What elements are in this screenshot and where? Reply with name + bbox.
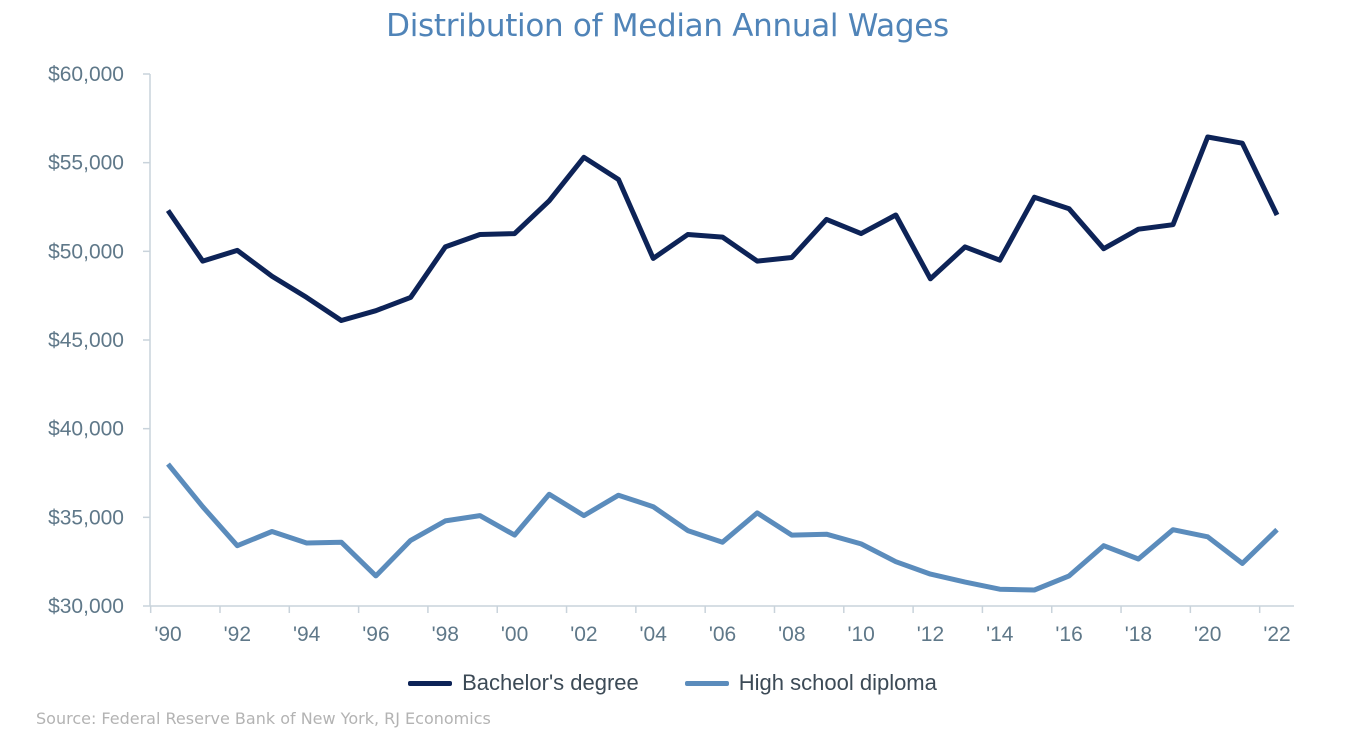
- series-line-1: [165, 134, 1280, 323]
- x-tick-label: '92: [224, 623, 251, 646]
- y-tick-label: $50,000: [48, 240, 124, 263]
- x-tick-label: '20: [1194, 623, 1221, 646]
- y-tick-label: $55,000: [48, 152, 124, 175]
- legend-item-series-2[interactable]: High school diploma: [684, 670, 937, 696]
- x-tick-label: '18: [1125, 623, 1152, 646]
- x-tick-label: '00: [501, 623, 528, 646]
- x-tick-label: '10: [847, 623, 874, 646]
- y-tick-label: $40,000: [48, 418, 124, 441]
- legend: Bachelor's degree High school diploma: [0, 670, 1345, 696]
- x-tick-label: '06: [709, 623, 736, 646]
- x-axis-tick-labels: '90 '92 '94 '96 '98 '00 '02 '04 '06 '08 '10 '12 '14 '…: [154, 623, 1290, 646]
- legend-item-series-1[interactable]: Bachelor's degree: [408, 670, 639, 696]
- x-tick-label: '98: [432, 623, 459, 646]
- x-tick-label: '08: [778, 623, 805, 646]
- legend-label-series-1: Bachelor's degree: [462, 670, 639, 695]
- y-tick-label: $60,000: [48, 63, 124, 86]
- y-tick-label: $35,000: [48, 506, 124, 529]
- chart-title: Distribution of Median Annual Wages: [386, 8, 949, 44]
- legend-swatch-series-1: [408, 680, 453, 686]
- x-tick-label: '04: [640, 623, 668, 646]
- x-tick-label: '96: [362, 623, 389, 646]
- legend-swatch-series-2: [684, 680, 729, 686]
- axes: [143, 73, 1294, 613]
- x-tick-label: '14: [986, 623, 1014, 646]
- x-tick-label: '12: [917, 623, 944, 646]
- x-tick-label: '94: [293, 623, 321, 646]
- x-tick-label: '02: [570, 623, 597, 646]
- x-tick-label: '90: [154, 623, 181, 646]
- y-tick-label: $45,000: [48, 329, 124, 352]
- x-tick-label: '16: [1055, 623, 1082, 646]
- x-tick-label: '22: [1263, 623, 1290, 646]
- y-tick-label: $30,000: [48, 595, 124, 618]
- source-note: Source: Federal Reserve Bank of New York…: [36, 709, 491, 728]
- legend-label-series-2: High school diploma: [738, 670, 937, 695]
- series-lines: [165, 134, 1280, 593]
- series-line-2: [166, 462, 1279, 593]
- y-axis-tick-labels: $60,000 $55,000 $50,000 $45,000 $40,000 $35,0…: [48, 63, 124, 618]
